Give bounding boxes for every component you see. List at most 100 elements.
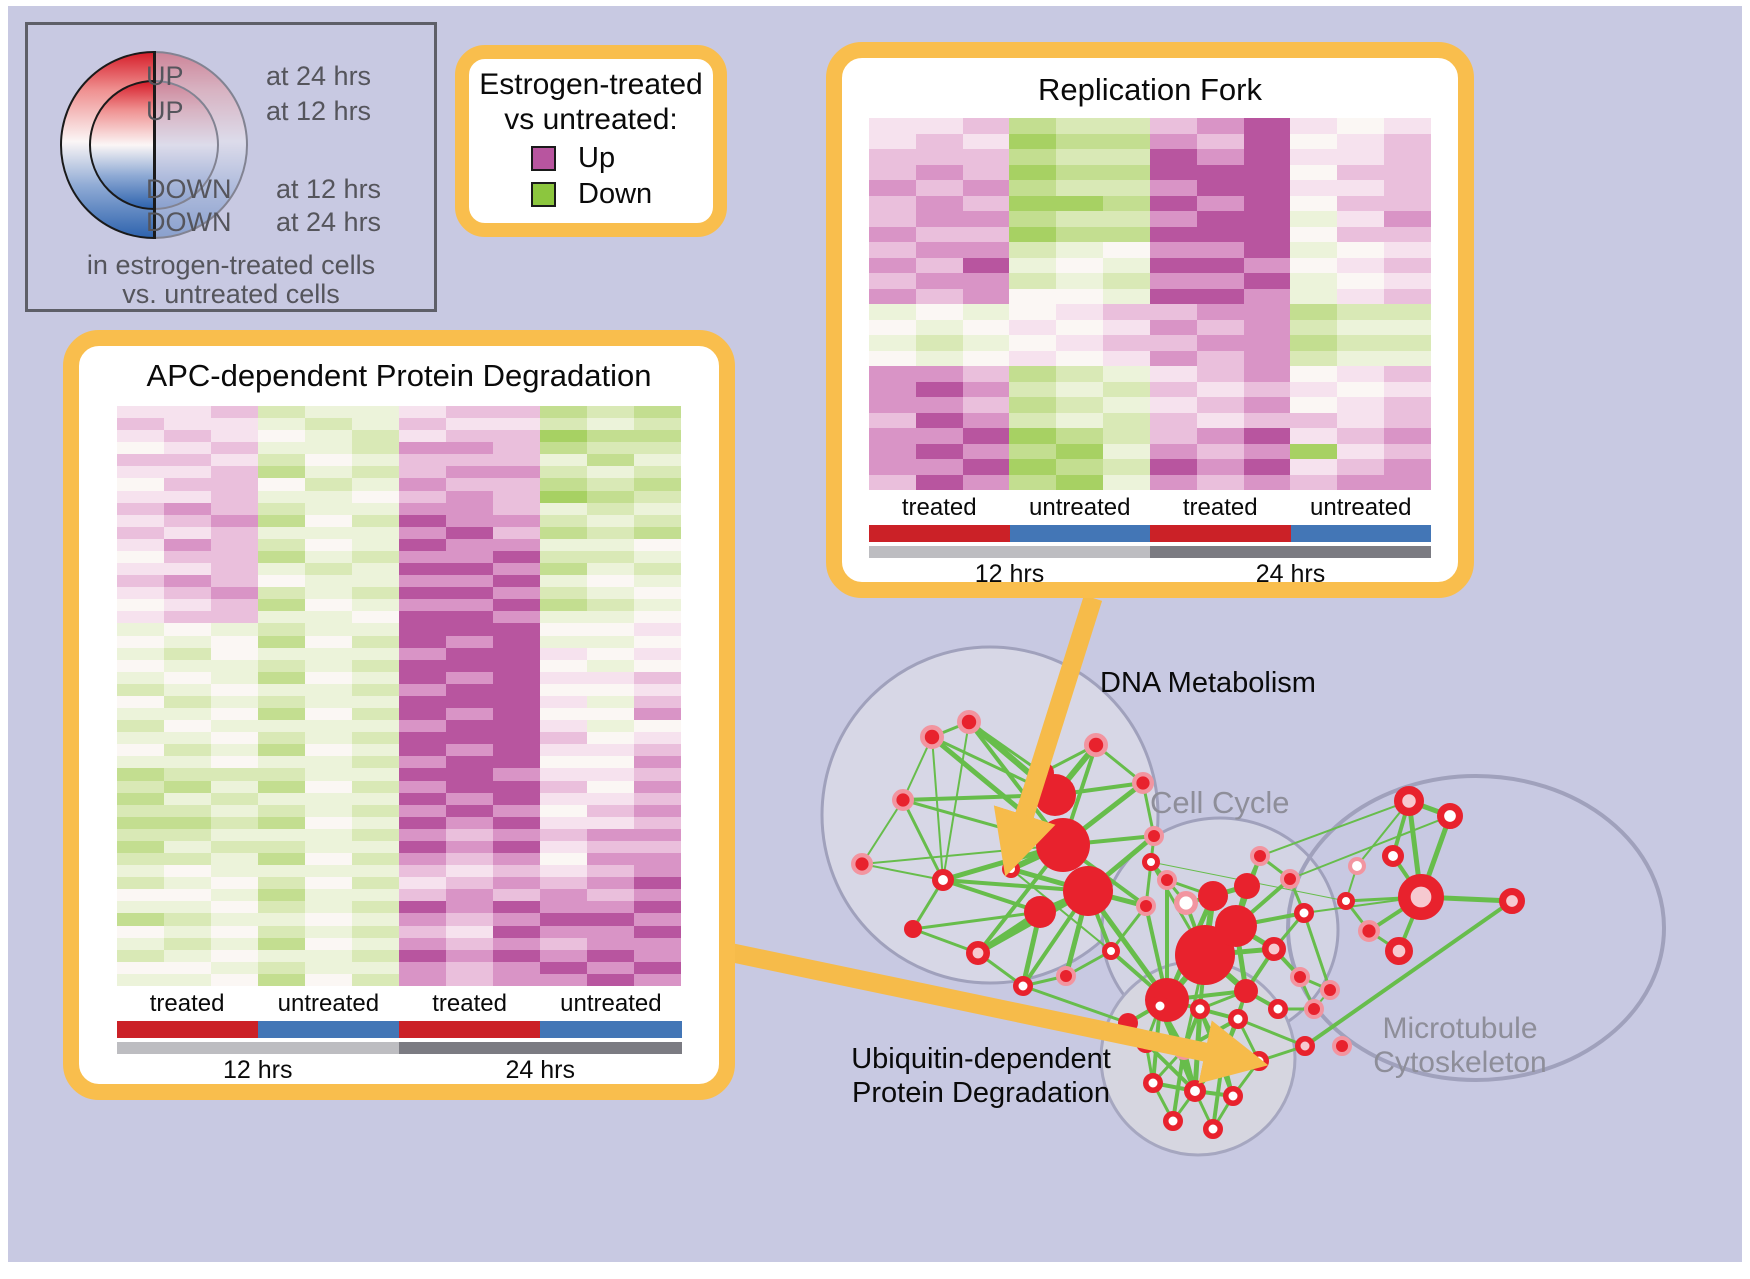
- heatmap-cell: [446, 853, 494, 866]
- heatmap-cell: [210, 877, 258, 890]
- heatmap-cell: [540, 478, 588, 491]
- heatmap-cell: [869, 149, 916, 165]
- heatmap-cell: [1009, 474, 1057, 490]
- heatmap-cell: [116, 466, 164, 479]
- network-node: [1056, 966, 1076, 986]
- heatmap-cell: [446, 647, 494, 660]
- heatmap-cell: [1384, 242, 1431, 258]
- heatmap-cell: [398, 442, 447, 455]
- heatmap-cell: [1384, 149, 1431, 165]
- heatmap-cell: [304, 514, 352, 527]
- heatmap-cell: [210, 720, 258, 733]
- heatmap-cell: [210, 804, 258, 817]
- legend-word: UP: [146, 96, 184, 126]
- heatmap-cell: [446, 502, 494, 515]
- heatmap-cell: [304, 575, 352, 588]
- heatmap-cell: [915, 366, 963, 382]
- heatmap-cell: [1384, 180, 1431, 196]
- network-node: [1280, 869, 1300, 889]
- heatmap-cell: [1056, 257, 1104, 273]
- legend-fade-half: [154, 49, 250, 241]
- heatmap-cell: [304, 406, 352, 419]
- heatmap-cell: [351, 889, 399, 902]
- heatmap-cell: [493, 538, 541, 551]
- heatmap-cell: [351, 611, 399, 624]
- heatmap-cell: [116, 563, 164, 576]
- heatmap-cell: [1149, 459, 1197, 475]
- heatmap-cell: [1056, 118, 1104, 134]
- heatmap-cell: [1196, 350, 1244, 366]
- heatmap-cell: [446, 828, 494, 841]
- heatmap-cell: [869, 459, 916, 475]
- rf-condition-bars: [869, 525, 1431, 542]
- heatmap-cell: [1149, 443, 1197, 459]
- heatmap-cell: [962, 195, 1010, 211]
- heatmap-cell: [1384, 164, 1431, 180]
- updown-title-line1: Estrogen-treated: [479, 68, 703, 101]
- heatmap-cell: [257, 514, 305, 527]
- heatmap-cell: [116, 442, 164, 455]
- heatmap-cell: [351, 949, 399, 962]
- heatmap-cell: [163, 647, 211, 660]
- heatmap-cell: [1103, 273, 1150, 289]
- heatmap-cell: [163, 442, 211, 455]
- heatmap-cell: [116, 768, 164, 781]
- heatmap-cell: [540, 708, 588, 721]
- heatmap-cell: [398, 732, 447, 745]
- heatmap-cell: [163, 780, 211, 793]
- heatmap-cell: [210, 925, 258, 938]
- network-node: [1304, 999, 1324, 1019]
- legend-divider-line: [153, 51, 156, 239]
- heatmap-cell: [634, 430, 682, 443]
- heatmap-cell: [351, 695, 399, 709]
- heatmap-cell: [398, 828, 447, 841]
- heatmap-cell: [163, 804, 211, 817]
- heatmap-cell: [1196, 288, 1244, 304]
- heatmap-cell: [493, 623, 541, 636]
- heatmap-cell: [1243, 412, 1291, 428]
- heatmap-cell: [1149, 273, 1197, 289]
- heatmap-cell: [540, 901, 588, 914]
- heatmap-cell: [163, 756, 211, 769]
- heatmap-cell: [587, 514, 635, 527]
- heatmap-cell: [915, 257, 963, 273]
- heatmap-cell: [210, 538, 258, 551]
- heatmap-cell: [869, 474, 916, 490]
- heatmap-cell: [210, 502, 258, 515]
- heatmap-cell: [116, 659, 164, 672]
- network-node: [851, 853, 874, 876]
- group-label: treated: [432, 990, 507, 1017]
- heatmap-cell: [116, 865, 164, 878]
- heatmap-cell: [915, 350, 963, 366]
- heatmap-cell: [398, 526, 447, 539]
- heatmap-cell: [634, 526, 682, 539]
- heatmap-cell: [351, 683, 399, 696]
- heatmap-cell: [257, 538, 305, 551]
- heatmap-cell: [351, 550, 399, 564]
- heatmap-cell: [1384, 381, 1431, 397]
- heatmap-cell: [163, 695, 211, 709]
- heatmap-cell: [1009, 459, 1057, 475]
- heatmap-cell: [163, 575, 211, 588]
- heatmap-cell: [304, 587, 352, 600]
- heatmap-cell: [116, 792, 164, 805]
- heatmap-cell: [540, 925, 588, 938]
- rf-time-bars: [869, 546, 1431, 558]
- time-label: 24 hrs: [1255, 560, 1326, 588]
- heatmap-cell: [1290, 211, 1338, 227]
- heatmap-cell: [587, 466, 635, 479]
- network-node: [1024, 896, 1056, 928]
- heatmap-cell: [257, 792, 305, 805]
- heatmap-cell: [493, 478, 541, 491]
- heatmap-cell: [540, 659, 588, 672]
- heatmap-cell: [962, 443, 1010, 459]
- heatmap-cell: [446, 406, 494, 419]
- heatmap-cell: [1103, 335, 1150, 351]
- heatmap-cell: [915, 459, 963, 475]
- heatmap-cell: [1196, 242, 1244, 258]
- heatmap-cell: [398, 430, 447, 443]
- heatmap-cell: [351, 490, 399, 503]
- heatmap-cell: [915, 133, 963, 149]
- heatmap-cell: [915, 319, 963, 335]
- heatmap-cell: [257, 840, 305, 854]
